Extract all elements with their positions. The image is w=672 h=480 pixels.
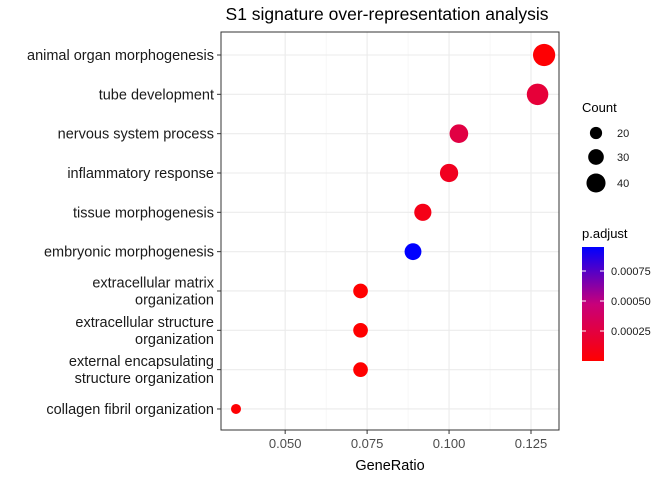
data-point bbox=[353, 283, 368, 299]
data-point bbox=[532, 43, 556, 67]
plot-border bbox=[220, 31, 560, 431]
y-tick-label: inflammatory response bbox=[67, 166, 214, 182]
y-tick-label: animal organ morphogenesis bbox=[27, 48, 214, 64]
count-legend: Count 20 30 40 bbox=[582, 100, 629, 193]
y-tick-label: tissue morphogenesis bbox=[73, 205, 214, 221]
data-point bbox=[526, 83, 549, 106]
data-point bbox=[414, 203, 432, 221]
count-legend-label: 20 bbox=[617, 128, 629, 140]
chart-title: S1 signature over-representation analysi… bbox=[226, 4, 549, 24]
data-point bbox=[231, 403, 241, 414]
p-adjust-tick-label: 0.00025 bbox=[611, 326, 651, 338]
count-legend-label: 30 bbox=[617, 152, 629, 164]
x-axis: 0.050 0.075 0.100 0.125 bbox=[269, 430, 547, 451]
x-tick-label: 0.100 bbox=[433, 436, 466, 451]
y-tick-label: extracellular structure organization bbox=[75, 315, 214, 348]
y-tick-label: embryonic morphogenesis bbox=[44, 245, 214, 261]
data-point bbox=[404, 243, 422, 261]
y-tick-label: extracellular matrix organization bbox=[92, 275, 214, 308]
count-legend-label: 40 bbox=[617, 178, 629, 190]
y-axis: animal organ morphogenesis tube developme… bbox=[27, 48, 221, 418]
count-legend-key bbox=[588, 149, 604, 165]
count-legend-title: Count bbox=[582, 100, 617, 115]
count-legend-key bbox=[589, 126, 603, 140]
y-tick-label: nervous system process bbox=[58, 127, 214, 143]
x-tick-label: 0.125 bbox=[515, 436, 548, 451]
y-tick-label: external encapsulating structure organiza… bbox=[69, 354, 214, 387]
data-point bbox=[439, 163, 459, 183]
x-axis-title: GeneRatio bbox=[355, 458, 424, 474]
data-point bbox=[449, 124, 469, 143]
data-points bbox=[231, 43, 556, 414]
y-tick-label: tube development bbox=[99, 87, 214, 103]
x-tick-label: 0.050 bbox=[269, 436, 302, 451]
p-adjust-colorbar bbox=[582, 247, 604, 361]
data-point bbox=[353, 362, 368, 377]
y-tick-label: collagen fibril organization bbox=[46, 402, 214, 418]
plot-panel bbox=[221, 32, 559, 430]
p-adjust-legend: p.adjust 0.00025 0.00050 0.00075 bbox=[582, 226, 651, 361]
count-legend-key bbox=[586, 173, 606, 193]
gridlines bbox=[221, 32, 559, 430]
p-adjust-legend-title: p.adjust bbox=[582, 226, 628, 241]
p-adjust-tick-label: 0.00050 bbox=[611, 296, 651, 308]
p-adjust-tick-label: 0.00075 bbox=[611, 266, 651, 278]
x-tick-label: 0.075 bbox=[351, 436, 384, 451]
data-point bbox=[353, 322, 368, 338]
